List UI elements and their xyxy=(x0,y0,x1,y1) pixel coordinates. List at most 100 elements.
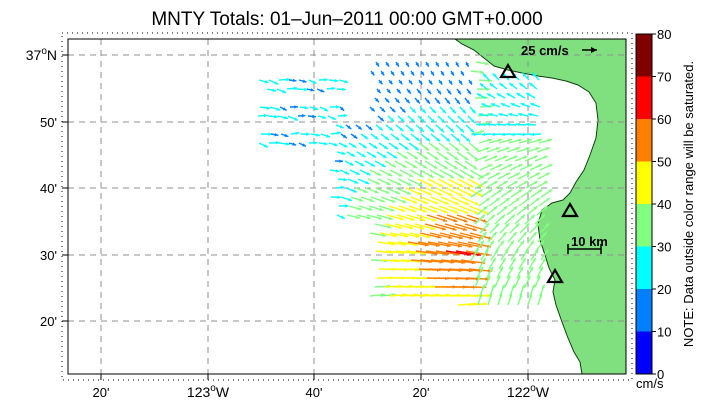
current-vector xyxy=(496,92,506,99)
current-vector xyxy=(489,163,503,171)
current-vector-head xyxy=(348,197,353,202)
current-vector-head xyxy=(530,102,535,107)
current-vector-head xyxy=(508,164,513,168)
current-vector xyxy=(404,160,418,169)
current-vector xyxy=(427,178,444,188)
current-vector xyxy=(539,222,550,234)
current-vector-head xyxy=(500,240,504,245)
current-vector-head xyxy=(450,71,454,76)
current-vector xyxy=(378,142,389,150)
current-vector-head xyxy=(404,146,409,150)
current-vector-head xyxy=(498,293,503,298)
current-vector-head xyxy=(381,108,385,112)
current-vector-head xyxy=(510,132,515,137)
current-vector-head xyxy=(426,234,431,239)
current-vector-head xyxy=(437,235,442,239)
current-vector-head xyxy=(506,93,511,97)
current-vector-shaft xyxy=(448,268,473,272)
current-vector xyxy=(317,115,327,119)
current-vector-head xyxy=(512,258,516,262)
current-vector xyxy=(481,132,492,137)
current-vector-head xyxy=(505,223,510,228)
current-vector xyxy=(510,132,522,137)
current-vector-head xyxy=(485,121,490,125)
current-vector xyxy=(354,160,365,167)
current-vector-head xyxy=(438,192,443,196)
current-vector xyxy=(408,205,427,213)
current-vector-head xyxy=(510,103,515,107)
current-vector xyxy=(338,79,349,84)
current-vector xyxy=(455,61,460,68)
current-vector xyxy=(406,88,412,95)
y-tick-label: 40' xyxy=(40,181,57,196)
current-vector xyxy=(471,132,482,137)
current-vector-head xyxy=(548,164,553,168)
current-vector-head xyxy=(481,132,486,137)
current-vector-head xyxy=(412,164,417,169)
current-vector xyxy=(430,70,435,76)
current-vector-head xyxy=(343,177,348,182)
current-vector xyxy=(379,232,398,238)
colorbar-tick-label: 10 xyxy=(657,325,671,340)
current-vector xyxy=(507,172,521,180)
current-vector xyxy=(492,72,500,81)
current-vector xyxy=(445,124,455,133)
current-vector-head xyxy=(391,108,396,113)
current-vector-head xyxy=(399,217,404,221)
current-vector xyxy=(486,266,494,279)
current-vector xyxy=(484,155,498,162)
current-vector xyxy=(529,222,540,234)
current-vector-head xyxy=(544,249,549,254)
current-vector-head xyxy=(452,109,456,114)
current-vector-head xyxy=(404,234,409,238)
current-vector-head xyxy=(427,90,432,95)
current-vector-head xyxy=(469,236,474,240)
current-vector-head xyxy=(331,116,336,120)
current-vector xyxy=(424,97,431,105)
current-vector xyxy=(508,197,521,207)
current-vector-head xyxy=(263,113,268,118)
current-vector xyxy=(398,79,403,85)
current-vector-head xyxy=(314,106,319,111)
current-vector xyxy=(536,266,544,279)
current-vector xyxy=(328,78,339,83)
current-vector xyxy=(458,205,479,215)
current-vector-head xyxy=(312,80,317,84)
current-vector xyxy=(316,88,325,93)
current-vector-head xyxy=(436,137,441,142)
current-vector xyxy=(260,132,272,136)
current-vector xyxy=(525,180,539,189)
current-vector-head xyxy=(431,226,436,230)
current-vector-head xyxy=(415,62,419,67)
current-vector-head xyxy=(340,215,345,219)
current-vector-head xyxy=(491,284,495,289)
current-vector-head xyxy=(370,163,375,167)
current-vector-head xyxy=(527,275,531,280)
current-vector xyxy=(528,138,543,144)
current-vector xyxy=(528,82,538,90)
current-vector-head xyxy=(509,266,513,271)
current-vector-head xyxy=(342,134,347,139)
current-vector xyxy=(426,214,448,222)
current-vector xyxy=(306,88,315,92)
current-vector xyxy=(415,124,425,133)
current-vector-head xyxy=(447,90,452,95)
current-vector-head xyxy=(460,128,464,133)
current-vector-head xyxy=(448,80,453,85)
current-vector-head xyxy=(523,206,528,210)
current-vector xyxy=(380,70,385,76)
current-vector-head xyxy=(546,172,551,176)
current-vector-head xyxy=(483,302,488,306)
current-vector xyxy=(530,102,541,108)
current-vector-head xyxy=(343,143,348,148)
current-vector xyxy=(465,250,490,257)
current-vector-head xyxy=(446,99,450,104)
colorbar: 0 10 20 30 40 50 60 70 80 xyxy=(635,27,671,382)
current-vector-head xyxy=(444,201,449,205)
current-vector xyxy=(257,113,268,118)
current-vector-head xyxy=(525,197,530,202)
current-vector xyxy=(486,122,497,127)
current-vector xyxy=(420,133,431,142)
current-vector-head xyxy=(495,223,500,228)
current-vector xyxy=(390,70,395,76)
